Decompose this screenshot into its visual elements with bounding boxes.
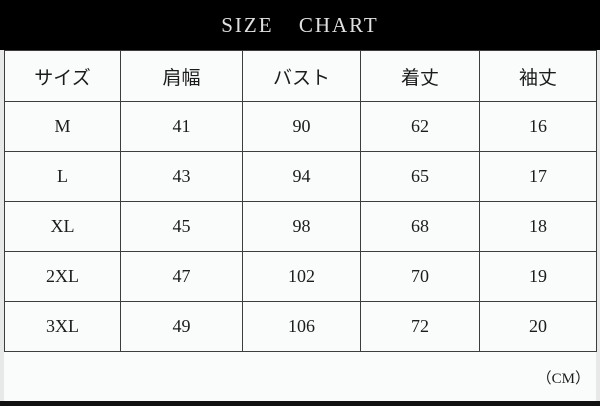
value-cell: 16 bbox=[479, 101, 597, 152]
value-cell: 62 bbox=[360, 101, 480, 152]
header-row: サイズ 肩幅 バスト 着丈 袖丈 bbox=[4, 50, 597, 102]
size-table-wrap: サイズ 肩幅 バスト 着丈 袖丈 M 41 90 62 16 L 43 94 65 17 XL 45 98 68 1… bbox=[4, 50, 597, 352]
table-row: XL 45 98 68 18 bbox=[4, 201, 597, 252]
value-cell: 18 bbox=[479, 201, 597, 252]
header-cell: 着丈 bbox=[360, 50, 480, 102]
value-cell: 70 bbox=[360, 251, 480, 302]
size-table-header: サイズ 肩幅 バスト 着丈 袖丈 bbox=[4, 50, 597, 102]
size-table: サイズ 肩幅 バスト 着丈 袖丈 M 41 90 62 16 L 43 94 65 17 XL 45 98 68 1… bbox=[4, 50, 597, 352]
table-row: M 41 90 62 16 bbox=[4, 101, 597, 152]
value-cell: 68 bbox=[360, 201, 480, 252]
value-cell: 17 bbox=[479, 151, 597, 202]
table-row: L 43 94 65 17 bbox=[4, 151, 597, 202]
table-row: 2XL 47 102 70 19 bbox=[4, 251, 597, 302]
value-cell: 43 bbox=[120, 151, 243, 202]
value-cell: 41 bbox=[120, 101, 243, 152]
header-cell: サイズ bbox=[4, 50, 121, 102]
size-cell: L bbox=[4, 151, 121, 202]
header-cell: 袖丈 bbox=[479, 50, 597, 102]
size-cell: M bbox=[4, 101, 121, 152]
page-title: SIZE CHART bbox=[221, 12, 379, 37]
value-cell: 106 bbox=[242, 301, 361, 352]
value-cell: 45 bbox=[120, 201, 243, 252]
unit-label: （CM） bbox=[536, 370, 590, 387]
value-cell: 47 bbox=[120, 251, 243, 302]
value-cell: 94 bbox=[242, 151, 361, 202]
value-cell: 20 bbox=[479, 301, 597, 352]
value-cell: 98 bbox=[242, 201, 361, 252]
size-table-body: M 41 90 62 16 L 43 94 65 17 XL 45 98 68 18 2XL 47 102 70 19… bbox=[4, 101, 597, 352]
bottom-bar bbox=[0, 401, 600, 406]
value-cell: 49 bbox=[120, 301, 243, 352]
value-cell: 72 bbox=[360, 301, 480, 352]
title-bar: SIZE CHART bbox=[0, 0, 600, 50]
value-cell: 102 bbox=[242, 251, 361, 302]
header-cell: バスト bbox=[242, 50, 361, 102]
size-cell: 3XL bbox=[4, 301, 121, 352]
value-cell: 65 bbox=[360, 151, 480, 202]
size-cell: 2XL bbox=[4, 251, 121, 302]
value-cell: 90 bbox=[242, 101, 361, 152]
size-cell: XL bbox=[4, 201, 121, 252]
header-cell: 肩幅 bbox=[120, 50, 243, 102]
table-row: 3XL 49 106 72 20 bbox=[4, 301, 597, 352]
unit-row: （CM） bbox=[4, 352, 596, 402]
value-cell: 19 bbox=[479, 251, 597, 302]
